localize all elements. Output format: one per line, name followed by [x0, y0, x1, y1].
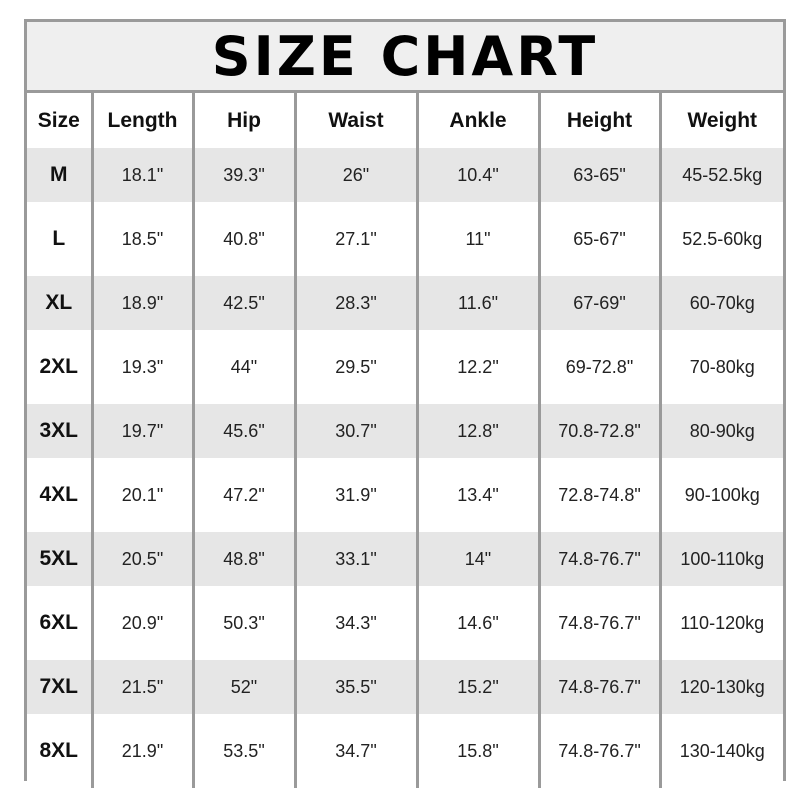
cell-ankle: 14": [415, 532, 539, 586]
cell-height: 74.8-76.7": [537, 586, 660, 660]
cell-ankle: 13.4": [415, 458, 539, 532]
cell-waist: 34.3": [293, 586, 417, 660]
cell-height: 72.8-74.8": [537, 458, 660, 532]
cell-weight: 130-140kg: [658, 714, 783, 788]
cell-length: 20.1": [90, 458, 193, 532]
cell-hip: 47.2": [191, 458, 295, 532]
cell-weight: 52.5-60kg: [658, 202, 783, 276]
cell-ankle: 12.8": [415, 404, 539, 458]
cell-length: 21.5": [90, 660, 193, 714]
cell-weight: 110-120kg: [658, 586, 783, 660]
table-row: 3XL 19.7" 45.6" 30.7" 12.8" 70.8-72.8" 80-90kg: [27, 404, 783, 458]
cell-weight: 60-70kg: [658, 276, 783, 330]
size-label: 7XL: [27, 660, 92, 714]
cell-height: 69-72.8": [537, 330, 660, 404]
cell-waist: 35.5": [293, 660, 417, 714]
cell-length: 19.3": [90, 330, 193, 404]
size-label: 5XL: [27, 532, 92, 586]
column-header-weight: Weight: [658, 93, 783, 148]
cell-hip: 48.8": [191, 532, 295, 586]
size-label: 8XL: [27, 714, 92, 788]
cell-ankle: 15.2": [415, 660, 539, 714]
cell-ankle: 15.8": [415, 714, 539, 788]
cell-length: 21.9": [90, 714, 193, 788]
cell-ankle: 11.6": [415, 276, 539, 330]
table-row: M 18.1" 39.3" 26" 10.4" 63-65" 45-52.5kg: [27, 148, 783, 202]
cell-length: 20.5": [90, 532, 193, 586]
cell-weight: 100-110kg: [658, 532, 783, 586]
cell-length: 18.5": [90, 202, 193, 276]
cell-ankle: 10.4": [415, 148, 539, 202]
cell-length: 19.7": [90, 404, 193, 458]
cell-height: 67-69": [537, 276, 660, 330]
column-header-length: Length: [90, 93, 193, 148]
header-row: Size Length Hip Waist Ankle Height Weight: [27, 93, 783, 148]
table-row: XL 18.9" 42.5" 28.3" 11.6" 67-69" 60-70kg: [27, 276, 783, 330]
table-row: 8XL 21.9" 53.5" 34.7" 15.8" 74.8-76.7" 130-140…: [27, 714, 783, 788]
column-header-hip: Hip: [191, 93, 295, 148]
cell-length: 18.1": [90, 148, 193, 202]
cell-waist: 26": [293, 148, 417, 202]
table-row: 5XL 20.5" 48.8" 33.1" 14" 74.8-76.7" 100-110kg: [27, 532, 783, 586]
column-header-height: Height: [537, 93, 660, 148]
cell-weight: 45-52.5kg: [658, 148, 783, 202]
cell-hip: 40.8": [191, 202, 295, 276]
size-chart: SIZE CHART Size Length Hip Waist Ankle Height…: [24, 19, 786, 788]
cell-waist: 31.9": [293, 458, 417, 532]
size-label: M: [27, 148, 92, 202]
cell-height: 74.8-76.7": [537, 532, 660, 586]
table-row: L 18.5" 40.8" 27.1" 11" 65-67" 52.5-60kg: [27, 202, 783, 276]
cell-height: 65-67": [537, 202, 660, 276]
cell-length: 20.9": [90, 586, 193, 660]
cell-hip: 44": [191, 330, 295, 404]
cell-weight: 120-130kg: [658, 660, 783, 714]
column-header-waist: Waist: [293, 93, 417, 148]
cell-ankle: 14.6": [415, 586, 539, 660]
cell-hip: 42.5": [191, 276, 295, 330]
cell-ankle: 11": [415, 202, 539, 276]
size-label: 2XL: [27, 330, 92, 404]
cell-waist: 27.1": [293, 202, 417, 276]
size-label: 6XL: [27, 586, 92, 660]
cell-waist: 33.1": [293, 532, 417, 586]
table-row: 7XL 21.5" 52" 35.5" 15.2" 74.8-76.7" 120-130kg: [27, 660, 783, 714]
cell-weight: 90-100kg: [658, 458, 783, 532]
cell-height: 74.8-76.7": [537, 714, 660, 788]
size-label: L: [27, 202, 92, 276]
column-header-ankle: Ankle: [415, 93, 539, 148]
cell-height: 74.8-76.7": [537, 660, 660, 714]
table-row: 6XL 20.9" 50.3" 34.3" 14.6" 74.8-76.7" 110-120…: [27, 586, 783, 660]
cell-waist: 29.5": [293, 330, 417, 404]
cell-waist: 30.7": [293, 404, 417, 458]
cell-weight: 80-90kg: [658, 404, 783, 458]
cell-height: 70.8-72.8": [537, 404, 660, 458]
chart-title: SIZE CHART: [27, 22, 783, 93]
cell-weight: 70-80kg: [658, 330, 783, 404]
cell-ankle: 12.2": [415, 330, 539, 404]
cell-height: 63-65": [537, 148, 660, 202]
cell-hip: 45.6": [191, 404, 295, 458]
table-row: 4XL 20.1" 47.2" 31.9" 13.4" 72.8-74.8" 90-100k…: [27, 458, 783, 532]
cell-hip: 50.3": [191, 586, 295, 660]
cell-hip: 39.3": [191, 148, 295, 202]
cell-waist: 28.3": [293, 276, 417, 330]
size-label: 3XL: [27, 404, 92, 458]
table-row: 2XL 19.3" 44" 29.5" 12.2" 69-72.8" 70-80kg: [27, 330, 783, 404]
size-label: XL: [27, 276, 92, 330]
column-header-size: Size: [27, 93, 92, 148]
cell-length: 18.9": [90, 276, 193, 330]
size-table: Size Length Hip Waist Ankle Height Weight M 18.…: [27, 93, 783, 788]
cell-hip: 52": [191, 660, 295, 714]
cell-hip: 53.5": [191, 714, 295, 788]
cell-waist: 34.7": [293, 714, 417, 788]
size-label: 4XL: [27, 458, 92, 532]
